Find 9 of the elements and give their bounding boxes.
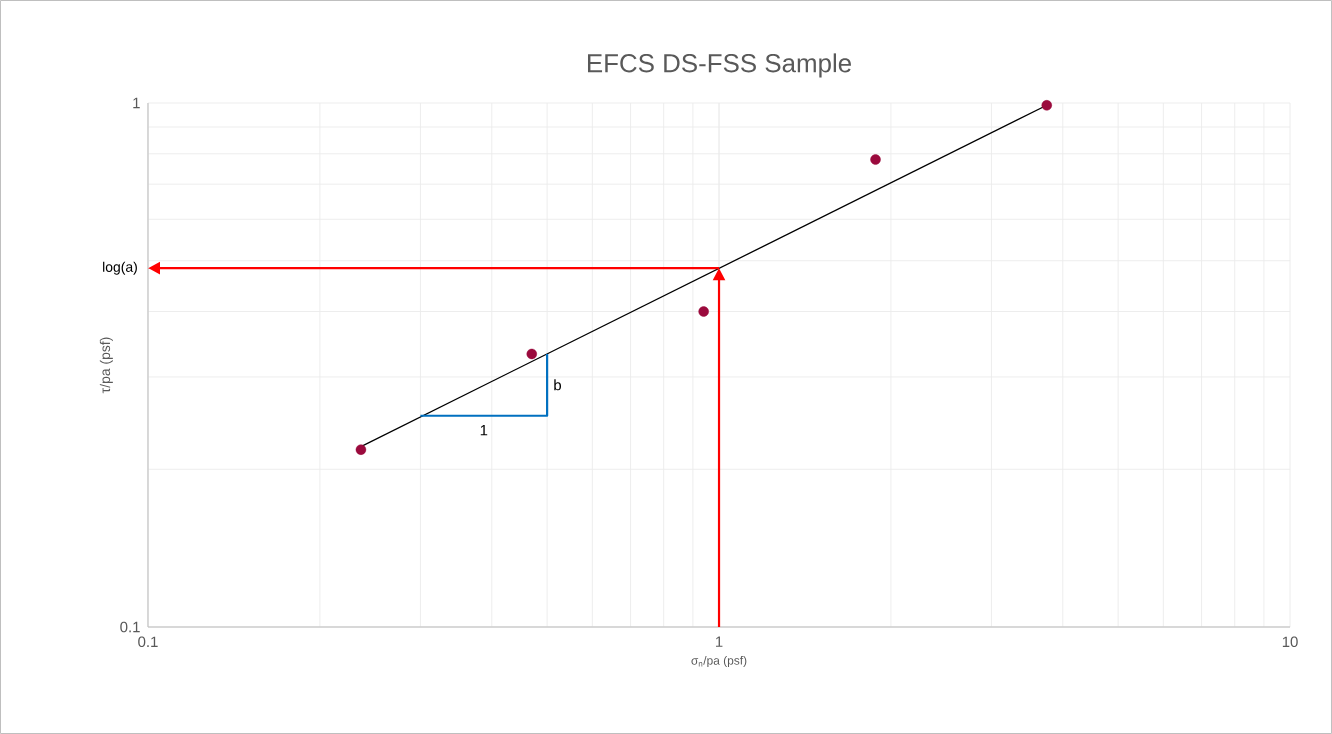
y-axis-title: τ/pa (psf) bbox=[99, 337, 113, 394]
ref-line-label: log(a) bbox=[103, 261, 137, 275]
x-tick-label: 10 bbox=[1282, 636, 1298, 648]
annotation: 1 bbox=[480, 424, 488, 436]
x-tick-label: 0.1 bbox=[138, 636, 158, 648]
x-tick-label: 1 bbox=[716, 636, 723, 647]
annotation: b bbox=[554, 379, 562, 391]
chart-title: EFCS DS-FSS Sample bbox=[588, 53, 851, 78]
x-axis-title: σ$_{n}$/pa (psf) bbox=[691, 655, 747, 668]
